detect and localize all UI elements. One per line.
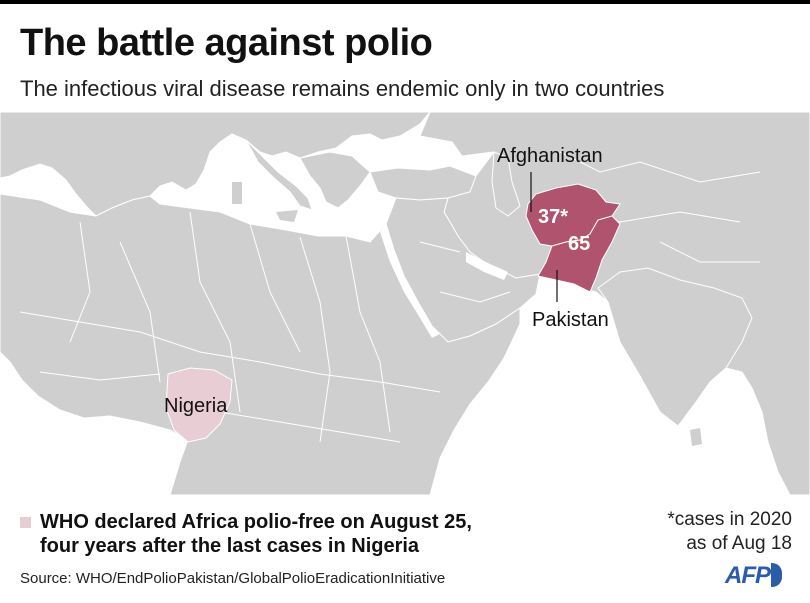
- europe-landmass: [0, 112, 431, 217]
- africa-landmass: [0, 193, 521, 495]
- sicily-island: [276, 210, 298, 222]
- cases-note: *cases in 2020 as of Aug 18: [667, 509, 792, 554]
- top-rule: [0, 0, 810, 4]
- red-sea: [380, 224, 440, 338]
- afp-logo-text: AFP: [725, 562, 771, 589]
- italy-landmass: [245, 139, 313, 211]
- afp-logo-mark: [771, 563, 782, 587]
- balkans-landmass: [299, 151, 371, 209]
- map-svg: Afghanistan 37* 65 Pakistan Nigeria: [0, 112, 810, 495]
- pakistan-label: Pakistan: [532, 309, 609, 331]
- legend-text: WHO declared Africa polio-free on August…: [40, 511, 472, 557]
- pakistan-region: [537, 215, 621, 293]
- sardinia-island: [232, 182, 242, 204]
- afghanistan-label: Afghanistan: [497, 145, 603, 167]
- source-credit: Source: WHO/EndPolioPakistan/GlobalPolio…: [20, 570, 446, 587]
- nigeria-region: [165, 367, 233, 443]
- sri-lanka-island: [690, 428, 702, 446]
- afghanistan-cases: 37*: [538, 206, 568, 228]
- black-sea: [382, 136, 462, 164]
- chart-title: The battle against polio: [20, 22, 433, 64]
- afp-logo: AFP: [725, 562, 782, 590]
- country-borders: [19, 151, 761, 443]
- legend-swatch: [20, 517, 31, 528]
- pakistan-cases: 65: [568, 233, 590, 255]
- nigeria-label: Nigeria: [164, 395, 228, 417]
- map: Afghanistan 37* 65 Pakistan Nigeria: [0, 112, 810, 495]
- persian-gulf: [466, 252, 508, 280]
- chart-subtitle: The infectious viral disease remains end…: [20, 76, 665, 101]
- india-landmass: [597, 267, 753, 427]
